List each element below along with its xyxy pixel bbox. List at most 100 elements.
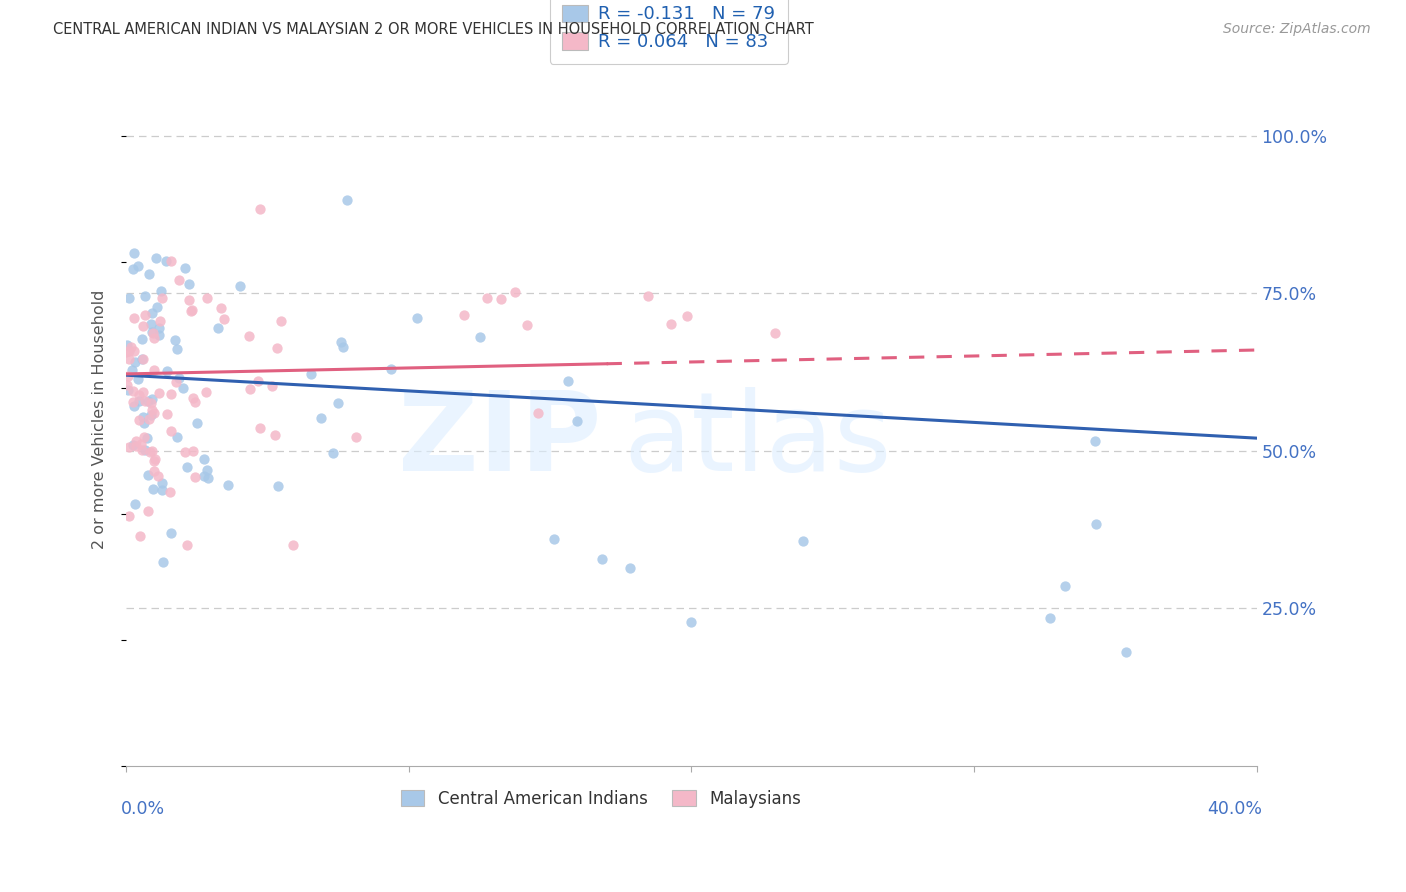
Point: [270, 314, 292, 328]
Point: [661, 317, 683, 331]
Point: [195, 291, 218, 305]
Point: [167, 273, 190, 287]
Point: [184, 394, 207, 409]
Point: [132, 429, 155, 443]
Point: [129, 528, 152, 542]
Point: [125, 434, 148, 448]
Point: [128, 393, 150, 408]
Point: [565, 414, 588, 428]
Point: [186, 417, 208, 431]
Point: [141, 306, 163, 320]
Point: [453, 309, 475, 323]
Point: [181, 444, 204, 458]
Point: [125, 439, 148, 453]
Point: [172, 380, 194, 394]
Text: 0.0%: 0.0%: [121, 800, 165, 818]
Point: [238, 328, 260, 343]
Point: [405, 310, 427, 325]
Point: [141, 443, 163, 458]
Point: [177, 293, 200, 308]
Point: [177, 277, 200, 292]
Point: [136, 431, 159, 445]
Point: [156, 364, 179, 378]
Point: [142, 482, 165, 496]
Point: [128, 388, 150, 402]
Point: [527, 406, 550, 420]
Text: 40.0%: 40.0%: [1208, 800, 1263, 818]
Point: [138, 444, 160, 458]
Point: [143, 464, 166, 478]
Point: [141, 392, 163, 406]
Point: [131, 443, 153, 458]
Point: [299, 368, 322, 382]
Point: [120, 340, 142, 354]
Point: [131, 385, 153, 400]
Point: [195, 463, 218, 477]
Point: [792, 533, 814, 548]
Point: [121, 362, 143, 376]
Point: [122, 384, 145, 399]
Point: [155, 407, 177, 421]
Point: [136, 394, 159, 409]
Point: [165, 375, 187, 389]
Point: [160, 525, 183, 540]
Text: CENTRAL AMERICAN INDIAN VS MALAYSIAN 2 OR MORE VEHICLES IN HOUSEHOLD CORRELATION: CENTRAL AMERICAN INDIAN VS MALAYSIAN 2 O…: [53, 22, 814, 37]
Point: [127, 371, 149, 385]
Point: [330, 334, 353, 349]
Point: [143, 451, 166, 466]
Point: [675, 309, 697, 323]
Point: [264, 428, 287, 442]
Point: [207, 321, 229, 335]
Point: [129, 437, 152, 451]
Point: [122, 311, 145, 326]
Point: [136, 467, 159, 482]
Point: [1039, 611, 1062, 625]
Point: [637, 289, 659, 303]
Y-axis label: 2 or more Vehicles in Household: 2 or more Vehicles in Household: [93, 290, 107, 549]
Point: [118, 351, 141, 366]
Point: [142, 326, 165, 341]
Point: [167, 371, 190, 385]
Point: [148, 328, 170, 343]
Point: [138, 267, 160, 281]
Point: [229, 279, 252, 293]
Point: [174, 444, 197, 458]
Point: [249, 202, 271, 216]
Point: [141, 325, 163, 339]
Point: [180, 304, 202, 318]
Point: [763, 326, 786, 341]
Point: [121, 438, 143, 452]
Point: [1115, 645, 1137, 659]
Point: [165, 333, 187, 347]
Point: [143, 454, 166, 468]
Point: [503, 285, 526, 300]
Point: [143, 331, 166, 345]
Point: [155, 254, 177, 268]
Point: [1084, 434, 1107, 448]
Point: [239, 382, 262, 396]
Point: [141, 317, 163, 331]
Point: [134, 394, 156, 409]
Point: [124, 355, 146, 369]
Point: [194, 385, 217, 400]
Point: [122, 399, 145, 413]
Point: [619, 561, 641, 575]
Point: [117, 383, 139, 397]
Point: [336, 194, 359, 208]
Point: [148, 386, 170, 401]
Point: [543, 532, 565, 546]
Point: [141, 408, 163, 422]
Point: [380, 362, 402, 376]
Point: [217, 478, 239, 492]
Point: [1084, 516, 1107, 531]
Point: [193, 451, 215, 466]
Point: [281, 538, 304, 552]
Point: [149, 314, 172, 328]
Point: [148, 321, 170, 335]
Point: [145, 251, 167, 265]
Point: [176, 459, 198, 474]
Point: [117, 291, 139, 305]
Point: [166, 342, 188, 356]
Point: [134, 289, 156, 303]
Point: [118, 508, 141, 523]
